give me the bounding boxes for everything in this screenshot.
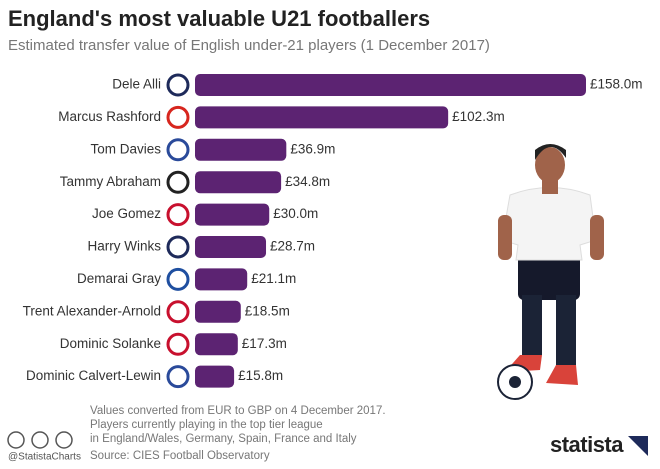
bar	[195, 171, 282, 194]
club-logo	[166, 332, 190, 356]
category-label: Dominic Calvert-Lewin	[26, 368, 161, 383]
bar	[195, 74, 586, 96]
bar	[195, 203, 270, 226]
brand-icon	[628, 436, 648, 456]
bar	[195, 236, 267, 258]
bar	[195, 138, 287, 161]
category-label: Trent Alexander-Arnold	[23, 303, 161, 318]
category-label: Tammy Abraham	[60, 174, 161, 189]
bar	[195, 333, 238, 356]
category-label: Harry Winks	[88, 239, 162, 254]
chart-title: England's most valuable U21 footballers	[8, 6, 430, 31]
club-logo	[166, 365, 190, 389]
value-label: £102.3m	[452, 109, 505, 124]
category-label: Marcus Rashford	[58, 109, 161, 124]
bar	[195, 268, 248, 291]
bar	[195, 365, 235, 388]
brand: statista	[550, 432, 624, 457]
club-logo	[166, 73, 190, 97]
source: Source: CIES Football Observatory	[90, 450, 270, 462]
note: Values converted from EUR to GBP on 4 De…	[90, 405, 386, 417]
value-label: £18.5m	[245, 303, 290, 318]
club-logo	[166, 300, 190, 324]
bar	[195, 106, 449, 129]
chart-subtitle: Estimated transfer value of English unde…	[8, 37, 490, 54]
club-logo	[166, 170, 190, 194]
club-logo	[166, 138, 190, 162]
category-label: Tom Davies	[90, 141, 161, 156]
value-label: £15.8m	[238, 368, 283, 383]
category-label: Demarai Gray	[77, 271, 161, 286]
club-logo	[166, 267, 190, 291]
value-label: £30.0m	[273, 206, 318, 221]
category-label: Dominic Solanke	[60, 336, 161, 351]
value-label: £34.8m	[285, 174, 330, 189]
category-label: Dele Alli	[112, 77, 161, 92]
value-label: £21.1m	[251, 271, 296, 286]
note: Players currently playing in the top tie…	[90, 419, 323, 431]
club-logo	[166, 203, 190, 227]
club-logo	[166, 235, 190, 259]
club-logo	[166, 105, 190, 129]
value-label: £17.3m	[242, 336, 287, 351]
bar	[195, 300, 241, 323]
note: in England/Wales, Germany, Spain, France…	[90, 433, 357, 445]
credit: @StatistaCharts	[8, 452, 81, 463]
value-label: £158.0m	[590, 77, 643, 92]
value-label: £28.7m	[270, 239, 315, 254]
category-label: Joe Gomez	[92, 206, 161, 221]
value-label: £36.9m	[290, 141, 335, 156]
license-icons	[7, 431, 73, 449]
player-illustration	[497, 144, 604, 400]
